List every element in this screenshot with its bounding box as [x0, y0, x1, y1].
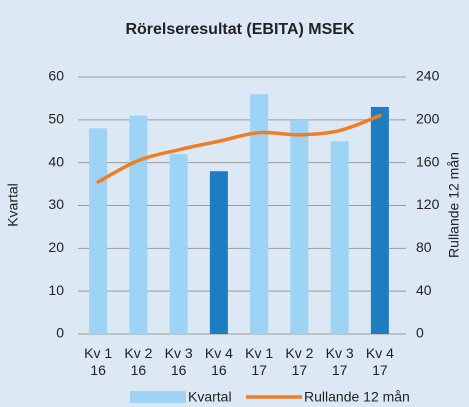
y-tick-label: 40	[48, 153, 64, 169]
legend-swatch	[130, 391, 186, 403]
x-tick-label: Kv 1 16	[84, 345, 112, 378]
x-tick-label: Kv 4 16	[205, 345, 233, 378]
y2-tick-label: 80	[416, 239, 432, 255]
y-tick-label: 60	[48, 68, 64, 84]
y2-tick-label: 200	[416, 111, 440, 127]
x-tick-label: Kv 2 17	[285, 345, 313, 378]
y-axis-title: Kvartal	[5, 183, 21, 227]
x-tick-label: Kv 3 17	[326, 345, 354, 378]
legend-label: Rullande 12 mån	[304, 389, 410, 405]
bar	[250, 94, 269, 334]
y2-tick-label: 120	[416, 196, 440, 212]
bar	[370, 106, 389, 334]
bar	[89, 128, 108, 334]
y2-tick-label: 160	[416, 153, 440, 169]
bar	[209, 171, 228, 334]
bar	[330, 141, 349, 334]
x-tick-label: Kv 3 16	[165, 345, 193, 378]
line	[96, 113, 382, 184]
y-tick-label: 20	[48, 239, 64, 255]
bar	[290, 119, 309, 334]
legend-label: Kvartal	[188, 389, 232, 405]
y-tick-label: 10	[48, 282, 64, 298]
y2-tick-label: 0	[416, 325, 424, 341]
x-tick-label: Kv 4 17	[366, 345, 394, 378]
y2-tick-label: 40	[416, 282, 432, 298]
bar	[169, 154, 188, 334]
y2-axis-title: Rullande 12 mån	[446, 152, 462, 258]
bar	[129, 115, 148, 334]
y-tick-label: 0	[56, 325, 64, 341]
y2-tick-label: 240	[416, 68, 440, 84]
y-tick-label: 30	[48, 196, 64, 212]
chart-title: Rörelseresultat (EBITA) MSEK	[125, 21, 355, 38]
y-tick-label: 50	[48, 111, 64, 127]
x-tick-label: Kv 1 17	[245, 345, 273, 378]
x-tick-label: Kv 2 16	[124, 345, 152, 378]
